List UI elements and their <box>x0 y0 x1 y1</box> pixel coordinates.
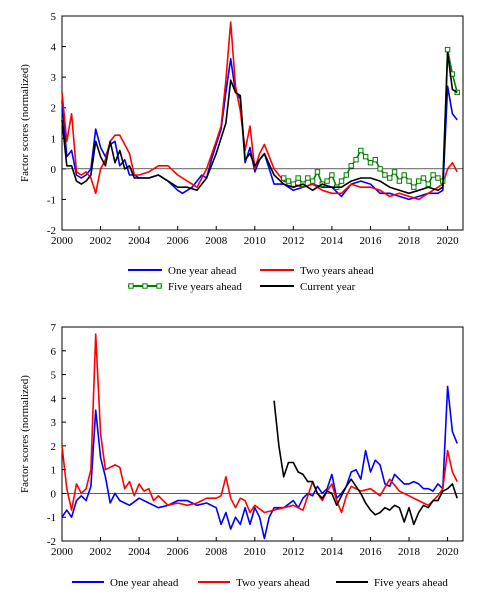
x-tick-label: 2000 <box>51 235 74 247</box>
y-tick-label: 3 <box>51 417 57 429</box>
legend-label: One year ahead <box>168 265 237 277</box>
legend-marker <box>142 283 148 289</box>
series-marker <box>411 184 417 190</box>
y-tick-label: 0 <box>51 164 57 176</box>
series-marker <box>281 175 287 181</box>
legend-label: Two years ahead <box>300 265 374 277</box>
series-marker <box>454 89 460 96</box>
series-marker <box>295 175 301 181</box>
x-tick-label: 2014 <box>321 546 344 558</box>
y-axis-label: Factor scores (normalized) <box>19 64 31 182</box>
x-tick-label: 2012 <box>282 546 304 558</box>
series-marker <box>391 169 398 175</box>
series-marker <box>285 178 292 184</box>
series-marker <box>314 169 321 175</box>
series-marker <box>382 172 388 178</box>
series-marker <box>415 178 422 184</box>
x-tick-label: 2016 <box>359 235 382 247</box>
x-tick-label: 2014 <box>321 235 344 247</box>
x-tick-label: 2010 <box>244 235 267 247</box>
legend-label: One year ahead <box>110 577 179 589</box>
legend-label: Five years ahead <box>374 577 448 589</box>
series-line <box>273 400 458 526</box>
series-marker <box>343 172 350 178</box>
series-marker <box>435 175 441 181</box>
series-marker <box>367 160 374 166</box>
legend-marker <box>156 283 162 289</box>
series-line <box>61 385 458 540</box>
series-line <box>283 48 458 188</box>
x-tick-label: 2010 <box>244 546 267 558</box>
series-marker <box>324 178 330 184</box>
series-marker <box>444 46 451 53</box>
series-marker <box>430 172 436 178</box>
series-marker <box>377 166 383 172</box>
series-marker <box>401 172 407 178</box>
y-tick-label: -1 <box>47 512 56 524</box>
chart-top: -2 -1 0 1 2 3 4 5 2000 2002 2004 2006 2008 2010 2012 20… <box>19 11 464 293</box>
y-tick-label: 6 <box>51 346 57 358</box>
x-tick-label: 2020 <box>437 235 460 247</box>
legend-label: Current year <box>300 281 356 293</box>
series-line <box>61 51 458 195</box>
series-marker <box>305 175 311 181</box>
x-tick-label: 2000 <box>51 546 74 558</box>
series-marker <box>358 147 364 154</box>
y-tick-label: 0 <box>51 488 57 500</box>
x-tick-label: 2008 <box>205 235 228 247</box>
legend-label: Two years ahead <box>236 577 310 589</box>
series-marker <box>353 156 359 163</box>
chart-bottom: -2 -1 0 1 2 3 4 5 6 7 2000 2002 2004 2006 2008 2010 2012… <box>19 322 464 589</box>
series-marker <box>387 175 393 181</box>
x-tick-label: 2002 <box>90 235 112 247</box>
y-tick-label: -2 <box>47 225 56 237</box>
series-marker <box>372 156 378 163</box>
x-tick-label: 2006 <box>167 546 190 558</box>
y-tick-label: -2 <box>47 536 56 548</box>
y-tick-label: 2 <box>51 441 57 453</box>
y-axis-label: Factor scores (normalized) <box>19 375 31 493</box>
series-marker <box>329 172 335 178</box>
x-tick-label: 2016 <box>359 546 382 558</box>
x-tick-label: 2006 <box>167 235 190 247</box>
series-marker <box>406 178 412 184</box>
x-tick-label: 2018 <box>398 546 421 558</box>
x-tick-label: 2020 <box>437 546 460 558</box>
y-tick-label: -1 <box>47 194 56 206</box>
series-marker <box>290 181 297 187</box>
x-tick-label: 2004 <box>128 546 151 558</box>
y-tick-label: 2 <box>51 103 57 115</box>
y-tick-label: 4 <box>51 42 57 54</box>
y-tick-label: 5 <box>51 370 57 382</box>
y-tick-label: 1 <box>51 133 57 145</box>
x-tick-label: 2004 <box>128 235 151 247</box>
y-tick-label: 3 <box>51 72 57 84</box>
series-marker <box>362 153 369 160</box>
x-tick-label: 2008 <box>205 546 228 558</box>
legend-marker <box>128 283 134 289</box>
x-tick-label: 2018 <box>398 235 421 247</box>
series-marker <box>338 178 345 184</box>
x-tick-label: 2002 <box>90 546 112 558</box>
y-tick-label: 1 <box>51 465 57 477</box>
series-line <box>61 21 458 201</box>
x-tick-label: 2012 <box>282 235 304 247</box>
y-tick-label: 7 <box>51 322 57 334</box>
legend-label: Five years ahead <box>168 281 242 293</box>
y-tick-label: 4 <box>51 393 57 405</box>
series-marker <box>309 178 316 184</box>
series-marker <box>348 163 354 169</box>
plot-frame <box>61 326 464 542</box>
series-marker <box>396 178 403 184</box>
series-marker <box>420 175 427 181</box>
series-marker <box>425 181 431 187</box>
y-tick-label: 5 <box>51 11 57 23</box>
series-line <box>61 333 458 514</box>
